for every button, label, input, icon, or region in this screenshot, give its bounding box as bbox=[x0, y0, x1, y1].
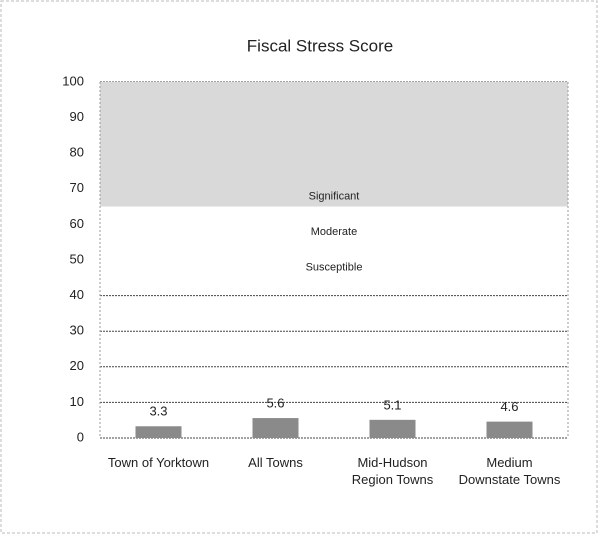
y-tick-label: 80 bbox=[70, 145, 84, 160]
y-tick-label: 40 bbox=[70, 287, 84, 302]
x-tick-label: Medium Downstate Towns bbox=[458, 455, 561, 487]
y-tick-label: 20 bbox=[70, 358, 84, 373]
band bbox=[100, 206, 568, 243]
band bbox=[100, 242, 568, 278]
y-tick-label: 60 bbox=[70, 216, 84, 231]
value-label: 3.3 bbox=[149, 404, 167, 419]
band bbox=[100, 82, 568, 207]
x-tick-label: All Towns bbox=[248, 455, 303, 470]
value-label: 5.1 bbox=[383, 397, 401, 412]
y-tick-label: 10 bbox=[70, 394, 84, 409]
y-tick-label: 30 bbox=[70, 323, 84, 338]
value-label: 5.6 bbox=[266, 396, 284, 411]
value-label: 4.6 bbox=[500, 399, 518, 414]
y-tick-label: 0 bbox=[77, 429, 84, 444]
band-label: Susceptible bbox=[306, 262, 363, 274]
band-label: Significant bbox=[309, 191, 360, 203]
y-tick-label: 100 bbox=[62, 73, 84, 88]
bar bbox=[252, 418, 299, 438]
chart-title: Fiscal Stress Score bbox=[247, 36, 393, 55]
band-label: Moderate bbox=[311, 226, 357, 238]
x-tick-label: Mid-Hudson Region Towns bbox=[351, 455, 434, 487]
bar bbox=[369, 419, 416, 438]
y-tick-label: 70 bbox=[70, 180, 84, 195]
bar bbox=[486, 421, 533, 438]
bar bbox=[135, 426, 182, 438]
x-tick-label: Town of Yorktown bbox=[107, 455, 210, 470]
y-tick-label: 50 bbox=[70, 251, 84, 266]
y-tick-label: 90 bbox=[70, 109, 84, 124]
